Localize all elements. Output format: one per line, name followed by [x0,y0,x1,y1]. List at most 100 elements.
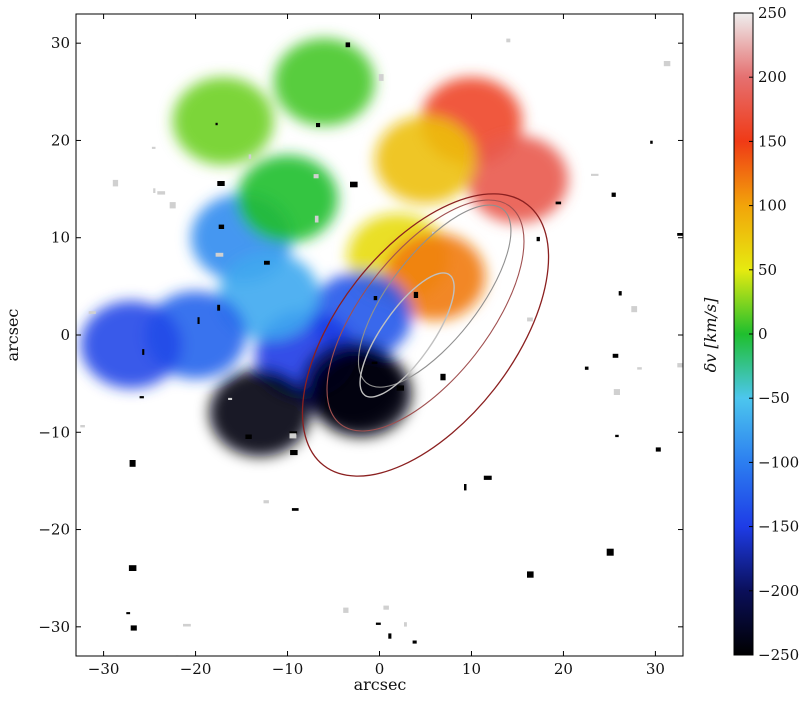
noise-speck [289,433,297,439]
y-tick-label: −20 [38,521,70,539]
noise-speck [128,565,137,571]
contour-outer [301,193,550,477]
y-tick-label: −10 [38,423,70,441]
noise-speck [290,450,298,456]
noise-speck [663,61,671,67]
noise-speck [153,188,156,193]
noise-speck [80,425,85,428]
noise-speck [483,475,492,480]
velocity-region-1 [466,135,569,224]
noise-speck [245,434,252,439]
colorbar-tick-label: −250 [758,646,799,664]
noise-speck [217,181,225,186]
noise-speck [217,304,221,311]
velocity-region-14 [172,77,274,165]
noise-speck [263,500,269,504]
x-tick-label: −30 [88,660,120,678]
noise-speck [343,607,349,613]
noise-speck [139,396,144,399]
noise-speck [440,373,446,381]
x-tick-label: 20 [554,660,573,678]
noise-speck [388,633,392,639]
noise-speck [126,612,131,615]
noise-speck [506,38,511,43]
colorbar-tick-label: 250 [758,4,787,22]
noise-speck [129,460,136,467]
y-tick-label: 30 [51,34,70,52]
noise-speck [677,233,683,236]
noise-speck [130,625,137,631]
y-tick-label: −30 [38,618,70,636]
noise-speck [142,349,145,355]
noise-speck [316,123,321,128]
noise-speck [527,317,533,322]
velocity-region-16 [236,155,339,243]
velocity-region-9 [310,349,412,438]
noise-speck [289,431,298,435]
noise-speck [613,389,620,395]
y-tick-label: 20 [51,131,70,149]
noise-speck [432,231,435,234]
noise-speck [291,508,299,511]
noise-speck [314,215,319,223]
noise-speck [373,296,378,301]
velocity-region-4 [384,232,486,321]
colorbar-tick-label: −50 [758,389,790,407]
velocity-region-2 [374,116,477,204]
noise-speck [536,236,540,242]
contour-mid-1 [326,199,525,432]
noise-speck [345,42,351,48]
noise-speck [412,640,417,644]
noise-speck [612,353,619,358]
noise-speck [197,317,200,324]
noise-speck [591,173,599,176]
x-tick-label: −20 [180,660,212,678]
velocity-region-11 [218,252,320,340]
colorbar-tick-label: 200 [758,68,787,86]
noise-speck [637,367,642,370]
noise-speck [606,548,614,556]
noise-speck [375,622,381,625]
noise-speck [88,311,96,314]
velocity-map [80,38,683,656]
x-tick-label: 10 [462,660,481,678]
noise-speck [396,385,404,391]
contour-mid-2 [357,204,512,388]
colorbar-ticks: 250 200 150 100 50 0 −50 −100 −150 −200 −250 [749,4,799,664]
colorbar-tick-label: 50 [758,261,777,279]
x-tick-label: 0 [375,660,385,678]
x-tick-label: −10 [272,660,304,678]
noise-speck [350,181,358,188]
noise-speck [264,260,270,265]
y-axis-label: arcsec [3,309,22,362]
colorbar-tick-label: −150 [758,518,799,536]
x-axis-ticks: −30 −20 −10 0 10 20 30 [88,14,665,678]
x-axis-label: arcsec [354,675,407,694]
colorbar-tick-label: 100 [758,197,787,215]
colorbar-tick-label: 150 [758,132,787,150]
noise-speck [618,291,622,296]
noise-speck [584,366,589,370]
noise-speck [677,363,683,368]
noise-speck [527,571,534,578]
noise-speck [151,146,156,149]
noise-speck [404,622,407,627]
y-axis-ticks: 30 20 10 0 −10 −20 −30 [38,34,683,636]
noise-speck [215,252,224,257]
noise-speck [631,306,638,313]
y-tick-label: 0 [60,326,70,344]
noise-speck [248,154,252,159]
noise-speck [157,191,166,195]
noise-speck [378,74,384,81]
noise-speck [464,484,467,491]
noise-speck [611,192,616,197]
x-tick-label: 30 [646,660,665,678]
colorbar-tick-label: −100 [758,453,799,471]
noise-speck [371,361,378,365]
noise-speck [112,179,119,187]
y-tick-label: 10 [51,229,70,247]
colorbar-tick-label: −200 [758,582,799,600]
noise-speck [383,605,389,610]
noise-speck [169,202,176,209]
noise-speck [615,434,619,438]
